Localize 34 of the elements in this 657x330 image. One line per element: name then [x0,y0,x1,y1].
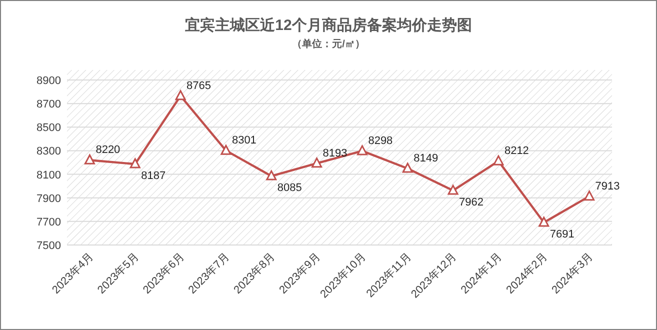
data-label: 8298 [368,134,393,147]
y-tick-label: 8100 [36,169,61,182]
point [538,216,550,227]
point [175,90,186,100]
data-label: 7962 [459,196,484,209]
point [266,170,277,180]
data-label: 8220 [96,144,120,156]
point [402,162,413,173]
point [220,144,232,155]
y-tick-label: 8500 [36,122,61,134]
data-label: 8301 [232,134,256,147]
y-tick-label: 8300 [36,146,61,158]
y-tick-label: 8700 [36,98,61,111]
y-tick-label: 7900 [36,192,61,205]
y-tick-label: 8900 [36,75,61,87]
y-tick-label: 7500 [36,240,61,252]
data-label: 8085 [277,182,302,194]
chart-subtitle: （单位：元/㎡） [292,38,365,50]
data-label: 8193 [322,147,348,160]
point [356,145,368,156]
data-label: 8187 [141,170,166,182]
point [130,158,140,168]
data-label: 7913 [595,180,620,192]
point [584,190,595,201]
point [312,158,322,168]
data-label: 8149 [414,152,438,165]
y-tick-label: 7700 [36,216,61,228]
point [84,154,95,164]
data-label: 7691 [550,228,574,240]
data-label: 8212 [504,145,529,158]
point [493,155,504,166]
chart-title: 宜宾主城区近12个月商品房备案均价走势图 [185,16,472,34]
data-label: 8765 [186,80,212,92]
point [448,184,458,195]
